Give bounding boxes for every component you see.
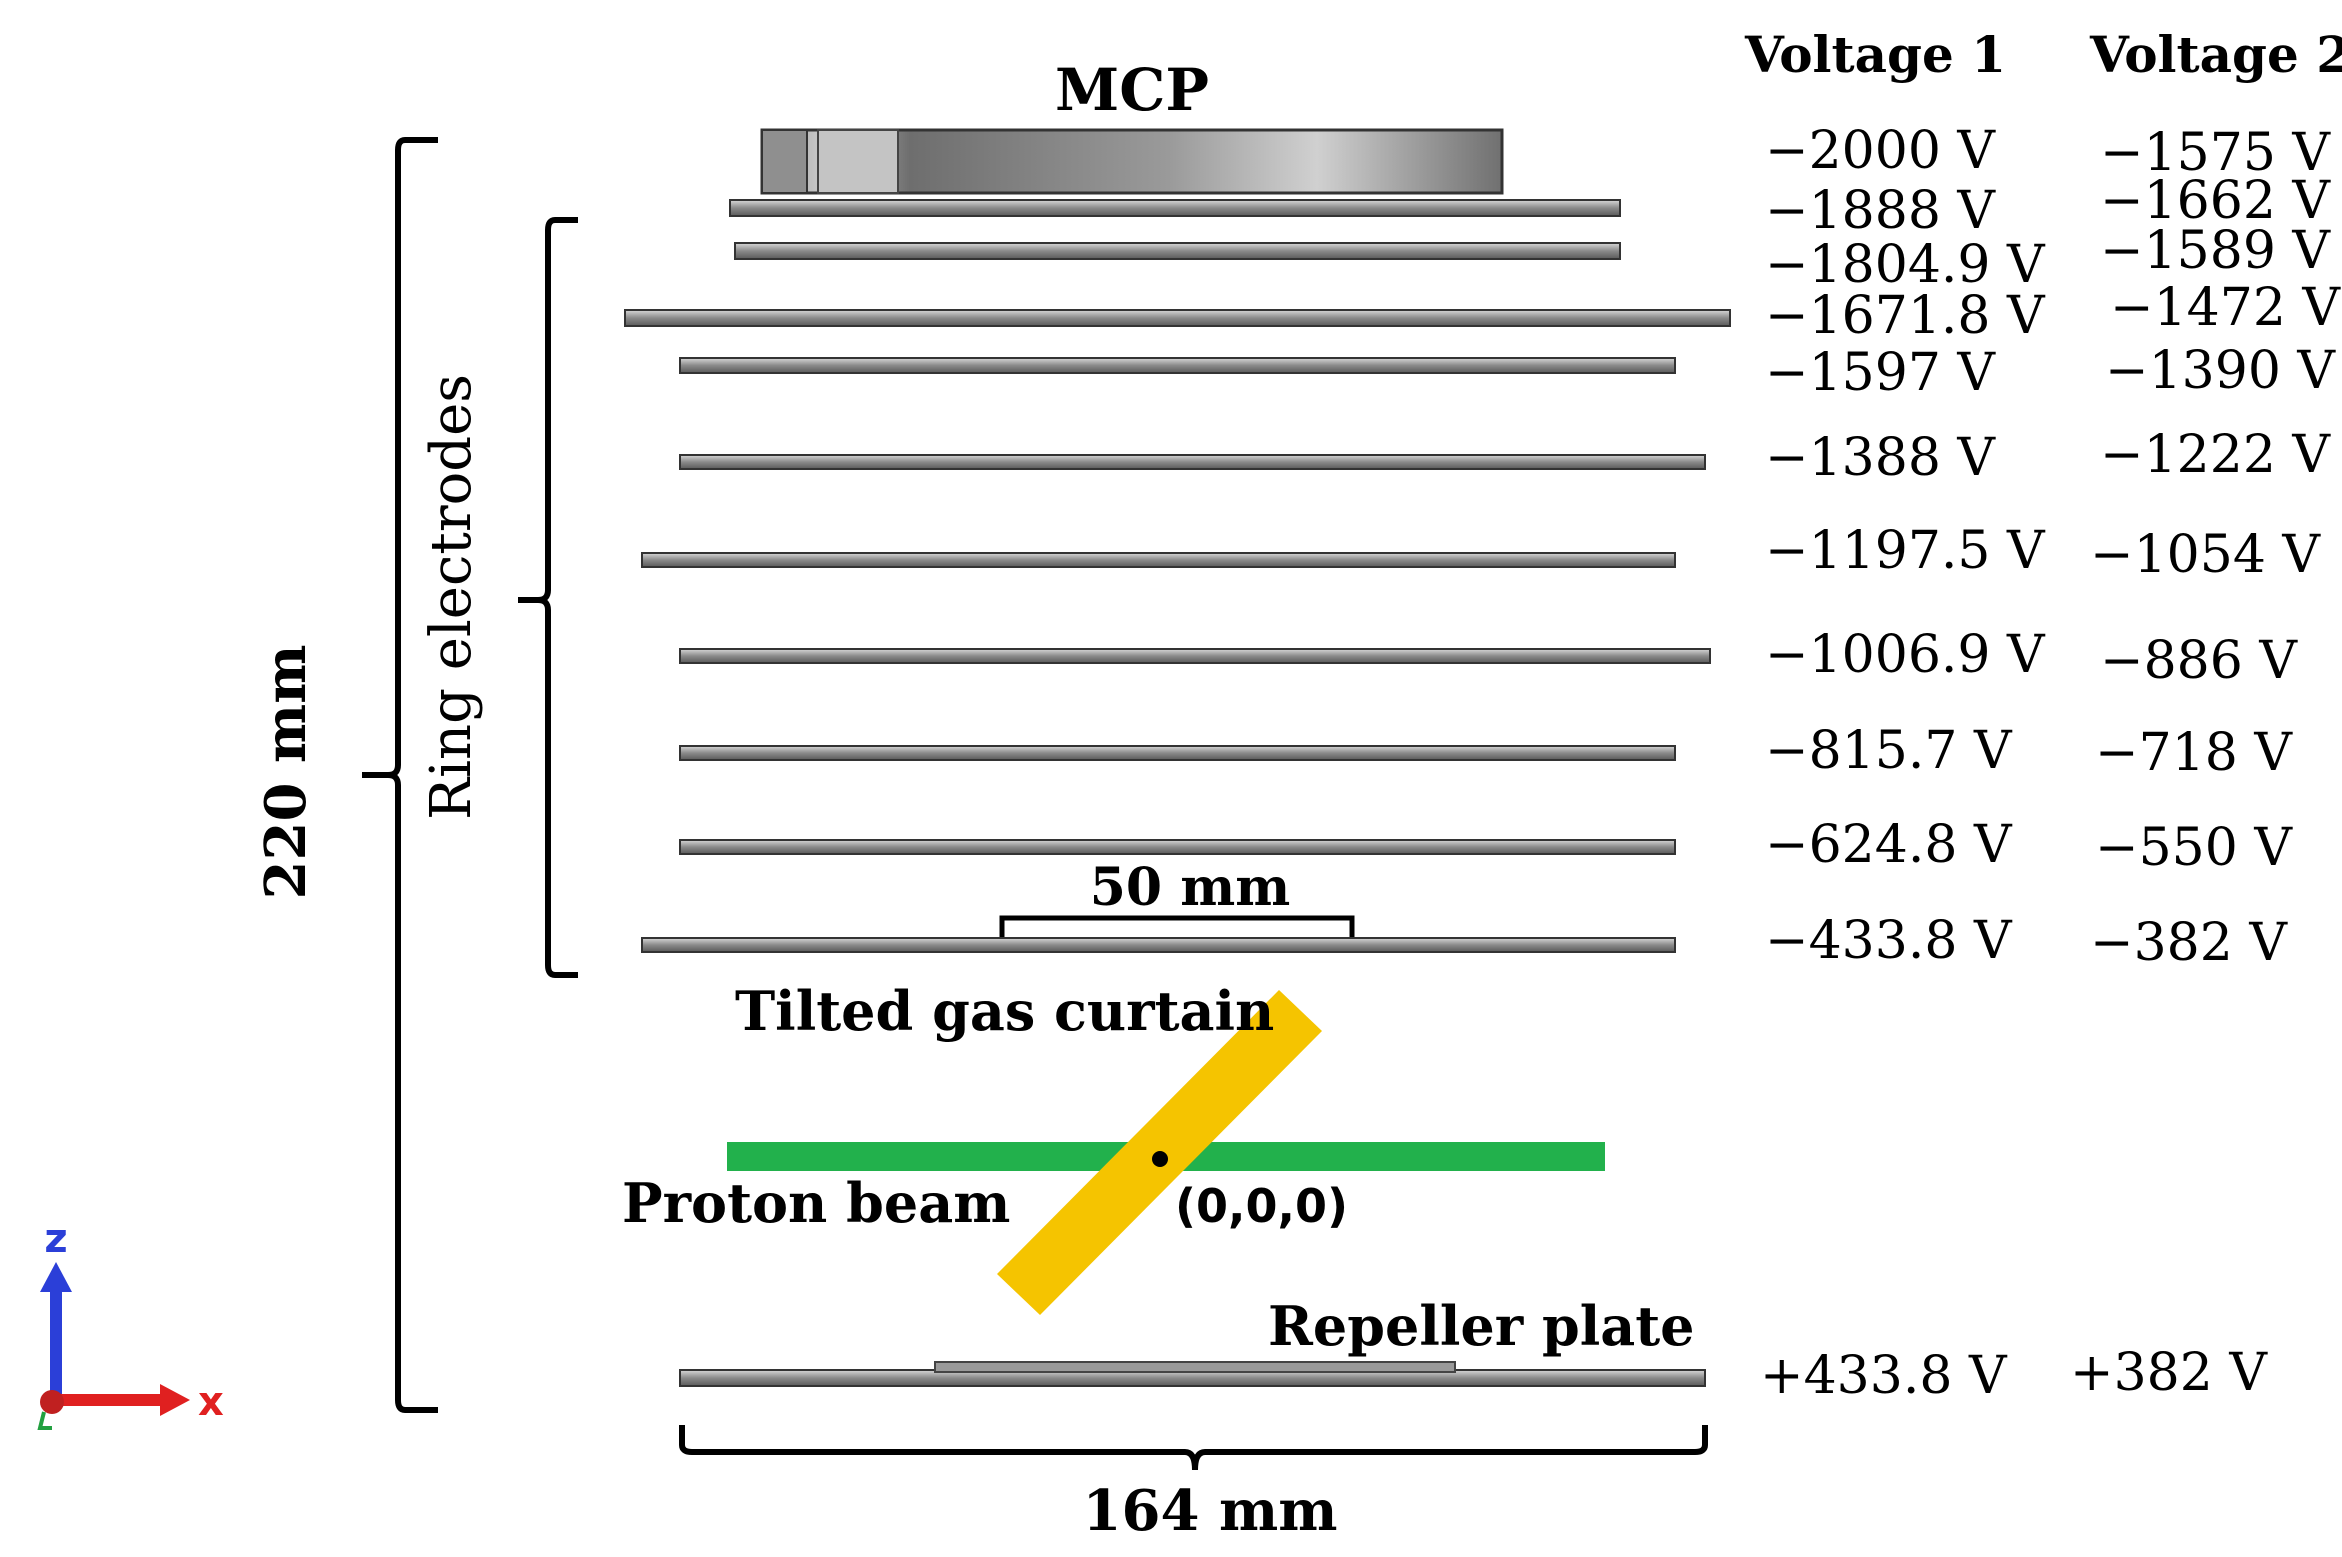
axes-origin — [40, 1390, 64, 1414]
x-axis-arrowhead — [160, 1384, 190, 1416]
voltage-2-column: −1575 V −1662 V −1589 V −1472 V −1390 V … — [2070, 123, 2341, 1403]
voltage-2-value: +382 V — [2070, 1343, 2268, 1403]
voltage-1-value: −1597 V — [1765, 343, 1996, 403]
voltage-2-value: −1662 V — [2100, 171, 2331, 231]
electrode-plate — [679, 839, 1676, 855]
height-label: 220 mm — [253, 645, 319, 900]
origin-dot — [1152, 1151, 1168, 1167]
electrode-plate — [641, 552, 1676, 568]
electrode-plate — [679, 648, 1711, 664]
ring-electrodes-label: Ring electrodes — [419, 374, 484, 820]
axes-gizmo: z x — [37, 1216, 224, 1430]
voltage-1-header: Voltage 1 — [1744, 25, 2006, 84]
voltage-1-value: +433.8 V — [1760, 1346, 2008, 1406]
voltage-1-column: −2000 V −1888 V −1804.9 V −1671.8 V −159… — [1760, 121, 2046, 1406]
electrode-plate — [734, 242, 1621, 260]
voltage-2-value: −1575 V — [2100, 123, 2331, 183]
electrode-plate — [641, 937, 1676, 953]
electrode-plate — [679, 357, 1676, 374]
z-axis-arrowhead — [40, 1262, 72, 1292]
voltage-1-value: −815.7 V — [1765, 721, 2013, 781]
voltage-1-value: −1804.9 V — [1765, 235, 2046, 295]
proton-beam-label: Proton beam — [622, 1171, 1010, 1235]
width-label: 164 mm — [1083, 1478, 1338, 1544]
voltage-1-value: −1006.9 V — [1765, 625, 2046, 685]
voltage-2-value: −1222 V — [2100, 425, 2331, 485]
width-brace — [679, 1425, 1708, 1471]
voltage-1-value: −2000 V — [1765, 121, 1996, 181]
inner-scale-bracket — [999, 915, 1355, 937]
voltage-2-value: −718 V — [2095, 723, 2293, 783]
voltage-2-value: −1589 V — [2100, 221, 2331, 281]
voltage-2-value: −886 V — [2100, 631, 2298, 691]
voltage-2-header: Voltage 2 — [2089, 25, 2342, 84]
voltage-1-value: −624.8 V — [1765, 815, 2013, 875]
height-brace — [362, 137, 438, 1413]
voltage-2-value: −1390 V — [2105, 341, 2336, 401]
electrode-stack — [624, 242, 1731, 953]
voltage-1-value: −1388 V — [1765, 428, 1996, 488]
voltage-1-value: −1197.5 V — [1765, 521, 2046, 581]
y-axis-stub — [37, 1411, 52, 1430]
voltage-1-value: −1888 V — [1765, 181, 1996, 241]
inner-scale-label: 50 mm — [1090, 857, 1291, 918]
z-axis-label: z — [44, 1216, 67, 1262]
mcp-detector — [729, 128, 1621, 217]
voltage-2-value: −1054 V — [2090, 525, 2321, 585]
ring-electrodes-brace — [518, 217, 578, 978]
voltage-1-value: −1671.8 V — [1765, 286, 2046, 346]
origin-label: (0,0,0) — [1175, 1179, 1348, 1233]
repeller-plate — [679, 1361, 1706, 1387]
mcp-label: MCP — [1055, 56, 1209, 124]
x-axis-label: x — [198, 1379, 224, 1425]
electrode-plate — [624, 309, 1731, 327]
electrode-plate — [679, 454, 1706, 470]
voltage-2-value: −382 V — [2090, 913, 2288, 973]
gas-curtain-label: Tilted gas curtain — [735, 979, 1274, 1043]
repeller-label: Repeller plate — [1268, 1294, 1695, 1358]
voltage-1-value: −433.8 V — [1765, 911, 2013, 971]
electrode-plate — [679, 745, 1676, 761]
voltage-2-value: −550 V — [2095, 818, 2293, 878]
voltage-2-value: −1472 V — [2110, 278, 2341, 338]
